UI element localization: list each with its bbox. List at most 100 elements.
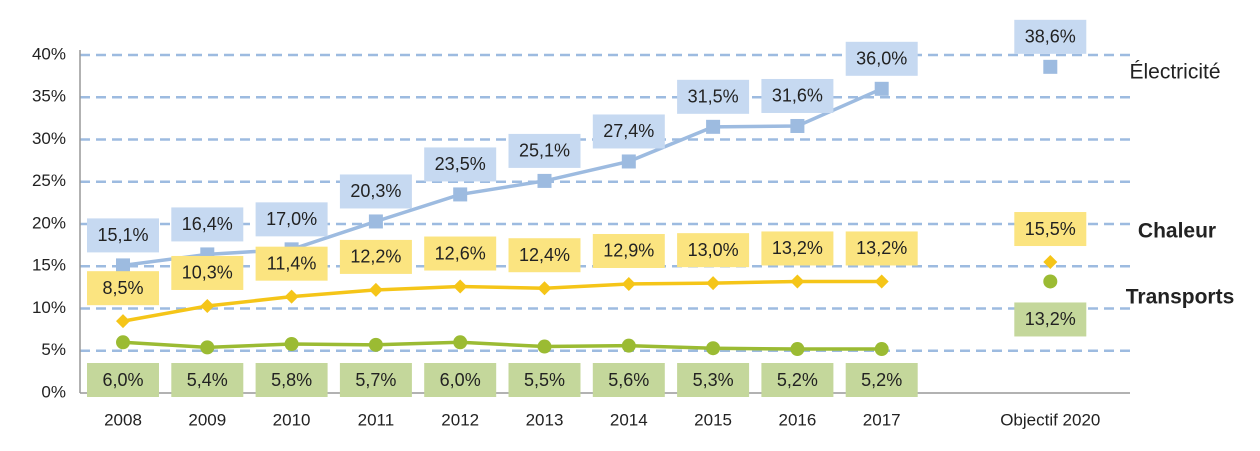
marker — [284, 289, 299, 304]
label-box — [845, 231, 918, 266]
label-box — [1014, 212, 1087, 247]
data-label: 12,4% — [519, 245, 570, 265]
data-label: 5,6% — [608, 370, 649, 390]
label-box — [171, 255, 244, 290]
label-box — [171, 363, 244, 397]
data-label: 31,6% — [772, 86, 823, 106]
label-box — [677, 79, 750, 114]
marker — [453, 279, 468, 294]
x-tick-label: 2013 — [526, 410, 564, 429]
y-tick-label: 15% — [32, 256, 66, 275]
marker — [116, 335, 130, 350]
series-line — [122, 87, 883, 268]
label-box — [255, 246, 328, 281]
marker — [116, 314, 130, 329]
data-label: 17,0% — [266, 209, 317, 229]
data-label: 13,2% — [772, 238, 823, 258]
marker — [874, 81, 889, 96]
data-label: 10,3% — [182, 263, 233, 283]
data-label: 5,5% — [524, 370, 565, 390]
marker — [874, 342, 889, 357]
label-box — [424, 363, 497, 397]
y-tick-label: 40% — [32, 44, 66, 63]
marker — [200, 298, 215, 313]
marker — [368, 282, 383, 297]
y-tick-label: 10% — [32, 298, 66, 317]
marker — [537, 339, 552, 354]
data-label: 5,2% — [777, 370, 818, 390]
legend-label: Transports — [1126, 286, 1235, 309]
x-tick-label: 2010 — [273, 410, 311, 429]
data-label: 31,5% — [688, 87, 739, 107]
y-tick-label: 30% — [32, 129, 66, 148]
legend-label: Chaleur — [1138, 220, 1216, 243]
data-label: 12,9% — [603, 241, 654, 261]
label-box — [845, 41, 918, 76]
x-tick-label: 2015 — [694, 410, 732, 429]
data-label: 36,0% — [856, 49, 907, 69]
x-tick-label: 2011 — [358, 410, 395, 429]
label-box — [339, 174, 412, 209]
label-box — [508, 238, 581, 273]
y-tick-label: 0% — [41, 382, 66, 401]
data-label: 38,6% — [1025, 27, 1076, 47]
data-label: 13,2% — [1025, 309, 1076, 329]
label-box — [592, 233, 665, 268]
label-box — [508, 133, 581, 168]
marker — [453, 187, 468, 202]
data-label: 15,5% — [1025, 219, 1076, 239]
data-label: 16,4% — [182, 214, 233, 234]
series-line — [122, 340, 882, 351]
x-tick-label: 2016 — [778, 410, 816, 429]
data-label: 13,0% — [688, 240, 739, 260]
label-box — [171, 207, 244, 242]
data-label: 23,5% — [435, 154, 486, 174]
label-box — [255, 363, 328, 397]
data-label: 5,4% — [187, 370, 228, 390]
series-line — [122, 279, 882, 323]
data-label: 5,8% — [271, 370, 312, 390]
label-box — [339, 239, 412, 274]
data-label: 11,4% — [267, 253, 317, 273]
x-tick-label: 2017 — [863, 410, 901, 429]
data-label: 5,2% — [861, 370, 902, 390]
data-label: 12,2% — [350, 247, 401, 267]
marker — [537, 173, 552, 188]
label-box — [87, 271, 159, 306]
data-label: 5,3% — [693, 370, 734, 390]
data-label: 13,2% — [856, 238, 907, 258]
y-tick-label: 20% — [32, 213, 66, 232]
marker — [621, 276, 636, 291]
marker — [537, 281, 552, 296]
x-tick-label: 2012 — [441, 410, 479, 429]
label-box — [761, 363, 834, 397]
x-tick-label: 2009 — [188, 410, 226, 429]
label-box — [592, 114, 665, 149]
marker — [621, 338, 636, 353]
label-box — [677, 363, 750, 397]
marker — [200, 340, 215, 355]
label-box — [761, 78, 834, 113]
marker — [621, 154, 636, 169]
label-box — [1014, 19, 1087, 54]
label-box — [592, 363, 665, 397]
data-label: 27,4% — [603, 121, 654, 141]
legend-label: Électricité — [1129, 61, 1220, 84]
marker — [453, 335, 468, 350]
label-box — [761, 231, 834, 266]
marker — [790, 274, 805, 289]
label-box — [1014, 302, 1087, 337]
marker — [368, 214, 383, 229]
data-label: 6,0% — [102, 370, 143, 390]
marker — [790, 118, 805, 133]
y-tick-label: 5% — [41, 340, 66, 359]
marker — [706, 341, 721, 356]
data-label: 6,0% — [440, 370, 481, 390]
marker — [874, 274, 889, 289]
x-tick-label: 2014 — [610, 410, 648, 429]
label-box — [424, 236, 497, 271]
data-label: 8,5% — [102, 278, 143, 298]
marker — [1043, 274, 1058, 289]
marker — [790, 342, 805, 357]
